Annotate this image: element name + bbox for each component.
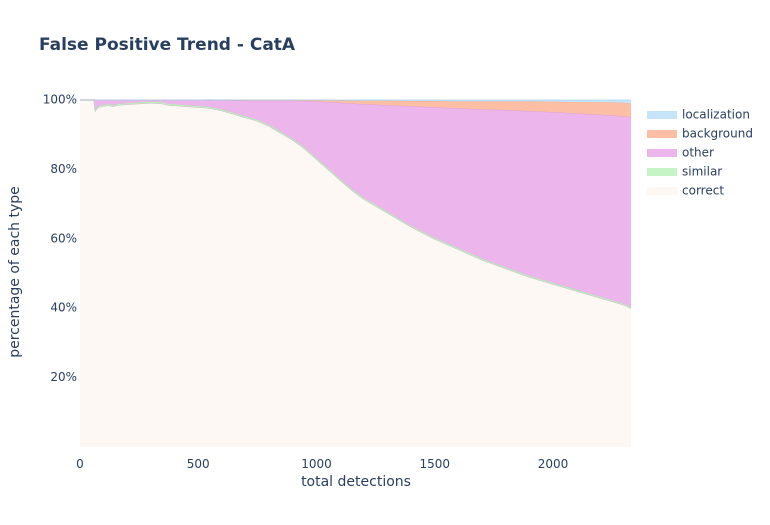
x-axis-title: total detections [301,474,411,490]
legend-label: similar [682,165,722,179]
y-tick-label: 20% [50,370,77,384]
legend-item-similar[interactable]: similar [647,165,722,179]
legend-item-background[interactable]: background [647,127,753,141]
legend-label: background [682,127,753,141]
x-tick-label: 500 [187,457,210,471]
y-tick-label: 60% [50,231,77,245]
legend-label: other [682,146,714,160]
legend: localization background other similar correc… [647,108,753,198]
area-background [80,99,631,118]
y-axis: 20% 40% 60% 80% 100% [43,93,77,385]
y-tick-label: 40% [50,301,77,315]
legend-swatch [647,130,677,138]
legend-swatch [647,149,677,157]
area-localization [80,99,631,104]
legend-label: localization [682,108,750,122]
legend-item-other[interactable]: other [647,146,714,160]
area-other [80,100,631,308]
legend-swatch [647,168,677,176]
x-tick-label: 1500 [419,457,450,471]
area-series-group [80,99,632,447]
chart-title: False Positive Trend - CatA [39,35,296,55]
legend-item-localization[interactable]: localization [647,108,750,122]
legend-swatch [647,111,677,119]
legend-swatch [647,187,677,195]
x-tick-label: 0 [76,457,84,471]
y-tick-label: 100% [43,93,77,107]
x-axis: 0 500 1000 1500 2000 [76,457,568,471]
area-correct [80,100,631,447]
y-axis-title: percentage of each type [7,186,23,358]
x-tick-label: 1000 [301,457,332,471]
legend-item-correct[interactable]: correct [647,184,724,198]
legend-label: correct [682,184,724,198]
y-tick-label: 80% [50,162,77,176]
x-tick-label: 2000 [538,457,569,471]
